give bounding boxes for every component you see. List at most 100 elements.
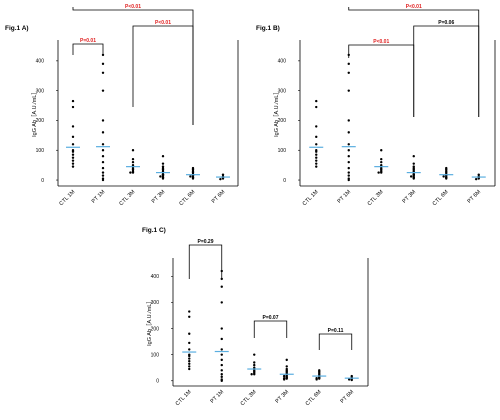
data-point xyxy=(282,378,286,381)
data-point xyxy=(347,89,350,92)
data-point xyxy=(101,119,105,122)
data-point xyxy=(253,361,256,364)
p-value-label: P<0.01 xyxy=(155,20,171,26)
data-point xyxy=(412,162,415,165)
data-point xyxy=(188,359,191,363)
data-point xyxy=(220,301,223,304)
data-point xyxy=(285,365,288,368)
data-point xyxy=(189,175,192,178)
data-point xyxy=(347,71,350,74)
data-point xyxy=(347,155,350,158)
y-tick-label: 200 xyxy=(36,118,45,124)
y-tick-label: 200 xyxy=(151,326,160,332)
data-point xyxy=(347,178,350,182)
x-tick-label: PT 3M xyxy=(151,189,167,205)
significance-bracket xyxy=(413,25,480,117)
data-point xyxy=(350,378,353,382)
y-tick-label: 300 xyxy=(151,300,160,306)
data-point xyxy=(131,149,135,152)
data-point xyxy=(412,155,415,158)
data-point xyxy=(71,162,75,165)
x-tick-label: PT 1M xyxy=(91,189,107,205)
y-axis-label: IgG Ab［A.U./mL］ xyxy=(31,89,38,137)
data-point xyxy=(315,378,318,381)
p-value-label: P=0.07 xyxy=(263,315,279,321)
data-point xyxy=(71,99,75,103)
data-point xyxy=(220,379,223,382)
data-point xyxy=(477,173,480,176)
x-tick-label: CTL 3M xyxy=(367,189,385,207)
data-point xyxy=(131,160,135,164)
significance-bracket xyxy=(132,25,194,125)
data-point xyxy=(315,105,318,109)
data-point xyxy=(188,310,191,313)
data-point xyxy=(315,143,318,146)
chart-panel-3: Fig.1 C) 0 100 200 300 400 IgG Ab［A.U./mL］ CTL … xyxy=(142,227,369,407)
data-point xyxy=(188,362,191,365)
significance-bracket xyxy=(318,333,353,350)
y-tick-label: 200 xyxy=(278,118,287,124)
data-point xyxy=(71,125,75,128)
data-point xyxy=(347,174,350,177)
data-point xyxy=(220,285,223,288)
significance-bracket xyxy=(72,43,104,55)
data-point xyxy=(220,363,223,367)
significance-bracket xyxy=(253,320,288,338)
y-tick-label: 400 xyxy=(278,59,287,65)
data-point xyxy=(161,155,165,158)
data-point xyxy=(347,171,350,174)
data-point xyxy=(315,165,318,168)
data-point xyxy=(71,156,75,159)
data-point xyxy=(101,178,105,182)
panel-title: Fig.1 C) xyxy=(142,227,166,234)
data-point xyxy=(315,135,318,139)
data-point xyxy=(347,62,350,66)
data-point xyxy=(315,150,318,153)
data-point xyxy=(377,171,380,174)
data-point xyxy=(101,160,105,164)
data-point xyxy=(188,332,191,335)
data-point xyxy=(221,173,225,176)
y-tick-label: 0 xyxy=(41,178,44,184)
data-point xyxy=(282,374,286,378)
y-tick-label: 100 xyxy=(151,352,160,358)
data-point xyxy=(347,160,350,164)
data-point xyxy=(409,175,413,178)
y-tick-label: 400 xyxy=(36,59,45,65)
data-point xyxy=(315,159,318,162)
significance-bracket xyxy=(348,44,415,117)
data-point xyxy=(101,143,105,146)
data-point xyxy=(347,166,350,170)
data-point xyxy=(131,171,135,174)
data-point xyxy=(71,105,75,109)
data-point xyxy=(250,373,253,376)
y-tick-label: 100 xyxy=(36,148,45,154)
x-tick-label: PT 3M xyxy=(402,189,418,205)
data-point xyxy=(315,153,318,156)
data-point xyxy=(380,171,383,174)
data-point xyxy=(159,175,162,178)
p-value-label: P=0.29 xyxy=(198,239,214,245)
data-point xyxy=(101,89,105,92)
data-point xyxy=(71,150,75,153)
data-point xyxy=(71,165,75,168)
data-point xyxy=(253,373,256,376)
data-point xyxy=(220,353,223,356)
data-point xyxy=(101,149,105,152)
data-point xyxy=(220,348,223,351)
data-point xyxy=(315,162,318,165)
data-point xyxy=(315,156,318,159)
significance-bracket xyxy=(188,244,223,279)
chart-panel-2: Fig.1 B) 0 100 200 300 400 IgG Ab［A.U./mL］ CTL … xyxy=(256,4,496,207)
data-point xyxy=(347,378,351,381)
data-point xyxy=(188,357,191,360)
p-value-label: P=0.11 xyxy=(328,328,344,334)
data-point xyxy=(220,327,223,330)
p-value-label: P<0.01 xyxy=(406,4,422,10)
data-point xyxy=(71,143,75,146)
data-point xyxy=(220,373,223,376)
y-tick-label: 300 xyxy=(278,88,287,94)
data-point xyxy=(71,159,75,162)
x-tick-label: PT 6M xyxy=(211,189,227,205)
data-point xyxy=(412,177,415,180)
